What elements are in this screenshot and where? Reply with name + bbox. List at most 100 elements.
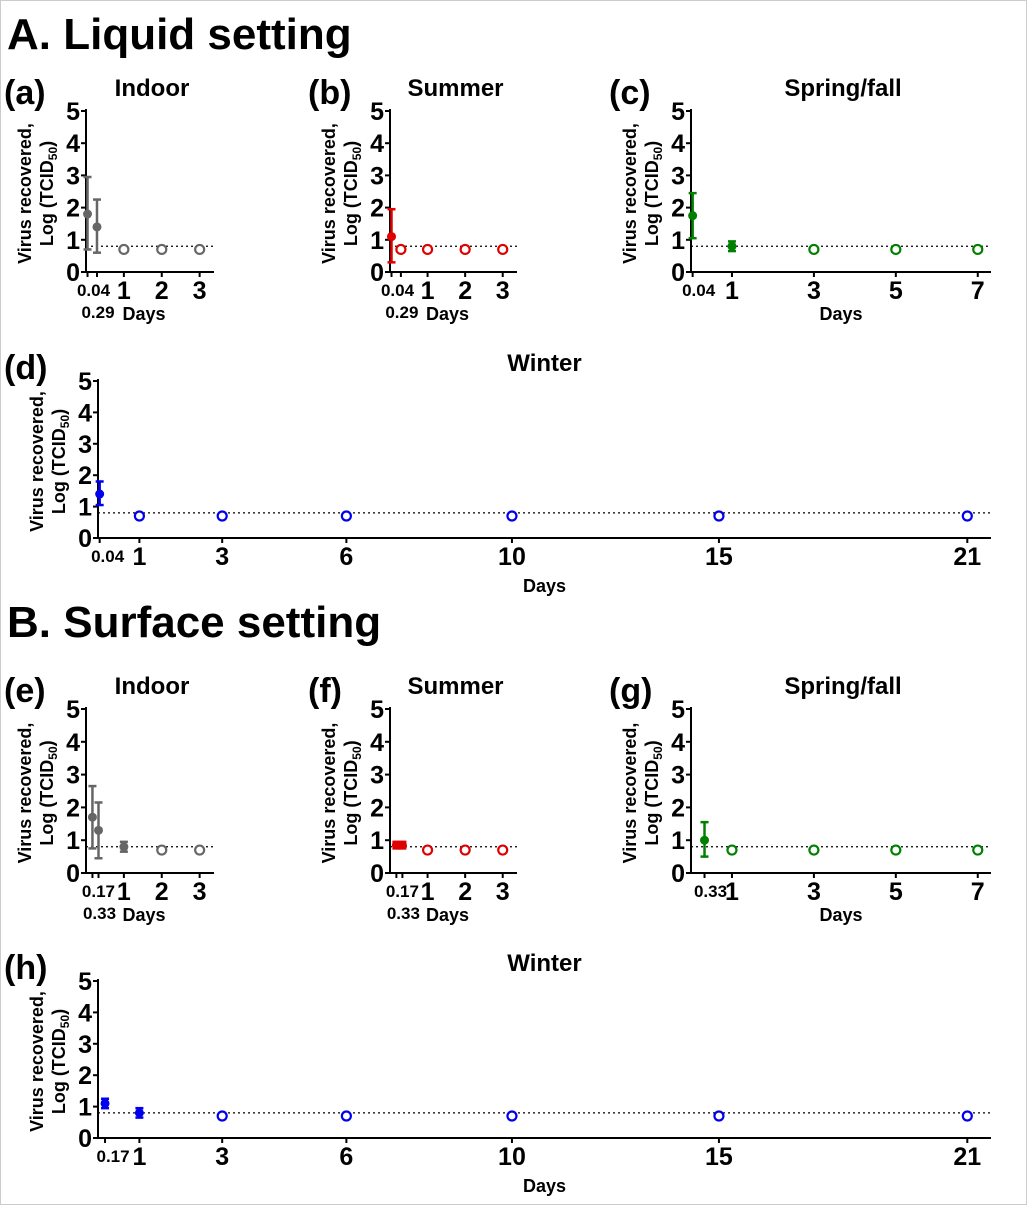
x-tick-label: 1 xyxy=(421,878,435,906)
y-axis-label-line1: Virus recovered, xyxy=(319,123,339,264)
x-tick-label: 21 xyxy=(953,1143,981,1171)
x-tick-label: 10 xyxy=(498,1143,526,1171)
data-point-below-limit xyxy=(133,510,145,522)
panel-c: (c) Spring/fall 0 1 2 3 4 5 0.04 1 3 5 7 Days Virus re… xyxy=(609,74,991,324)
y-axis-label: Virus recovered, Log (TCID50) xyxy=(620,123,665,264)
x-tick-label: 3 xyxy=(807,878,821,906)
data-point-below-limit xyxy=(713,510,725,522)
data-point-below-limit xyxy=(961,510,973,522)
panel-title: Winter xyxy=(507,350,581,377)
panel-letter: (f) xyxy=(308,672,342,710)
x-tick-label: 0.29 xyxy=(385,303,418,322)
x-tick-label: 3 xyxy=(193,878,207,906)
x-tick-label: 0.33 xyxy=(694,882,727,901)
panel-d: (d) Winter 0 1 2 3 4 5 0.04 1 3 6 10 15 21 Days Virus re… xyxy=(4,349,991,596)
y-axis-label-subscript: 50 xyxy=(651,746,665,760)
y-axis-label-line2: Log (TCID xyxy=(37,760,57,846)
data-point-below-limit xyxy=(156,844,168,856)
y-tick-label: 2 xyxy=(671,794,685,822)
panel-title: Summer xyxy=(407,75,503,102)
y-axis-label-line1: Virus recovered, xyxy=(319,723,339,864)
data-point-below-limit xyxy=(459,844,471,856)
y-axis-label-subscript: 50 xyxy=(350,746,364,760)
y-tick-label: 3 xyxy=(671,162,685,190)
panel-letter: (a) xyxy=(4,74,46,112)
y-tick-label: 0 xyxy=(78,1125,92,1153)
panel-letter: (g) xyxy=(609,672,652,710)
data-point-below-limit xyxy=(340,510,352,522)
data-point-detected xyxy=(700,835,710,845)
y-axis-label-end: ) xyxy=(37,740,57,746)
y-tick-label: 3 xyxy=(66,762,80,790)
x-axis-label: Days xyxy=(426,304,469,324)
y-axis-label-line1: Virus recovered, xyxy=(15,723,35,864)
data-point-detected xyxy=(95,489,105,499)
x-tick-label: 2 xyxy=(155,277,169,305)
x-tick-label: 2 xyxy=(458,878,472,906)
y-axis-label-line2: Log (TCID xyxy=(341,760,361,846)
x-axis-label: Days xyxy=(819,905,862,925)
y-tick-label: 5 xyxy=(78,368,92,396)
x-tick-label: 3 xyxy=(215,543,229,571)
y-tick-label: 3 xyxy=(78,431,92,459)
data-point-detected xyxy=(94,825,103,835)
data-point-detected xyxy=(119,842,129,852)
x-tick-label: 15 xyxy=(705,1143,733,1171)
x-tick-label: 0.29 xyxy=(81,303,114,322)
x-tick-label: 7 xyxy=(971,878,985,906)
x-tick-label: 3 xyxy=(496,878,510,906)
y-tick-label: 1 xyxy=(370,227,384,255)
x-tick-label: 5 xyxy=(889,277,903,305)
x-tick-label: 1 xyxy=(117,878,131,906)
x-tick-label: 3 xyxy=(496,277,510,305)
y-axis-label: Virus recovered, Log (TCID50) xyxy=(620,723,665,864)
section-title-surface: B. Surface setting xyxy=(7,598,381,647)
y-axis-label: Virus recovered, Log (TCID50) xyxy=(27,391,72,532)
y-axis-label-line2: Log (TCID xyxy=(341,160,361,246)
x-tick-label: 2 xyxy=(458,277,472,305)
data-point-below-limit xyxy=(506,510,518,522)
x-tick-label: 6 xyxy=(339,1143,353,1171)
x-tick-label: 2 xyxy=(155,878,169,906)
x-tick-label: 1 xyxy=(132,1143,146,1171)
y-axis-label-line1: Virus recovered, xyxy=(620,723,640,864)
y-tick-label: 4 xyxy=(78,999,92,1027)
y-tick-label: 4 xyxy=(671,130,685,158)
x-tick-label: 5 xyxy=(889,878,903,906)
data-point-below-limit xyxy=(194,844,206,856)
y-axis-label-subscript: 50 xyxy=(651,147,665,161)
x-axis-label: Days xyxy=(523,576,566,596)
y-tick-label: 0 xyxy=(671,259,685,287)
data-point-detected xyxy=(387,232,397,242)
y-tick-label: 1 xyxy=(78,1094,92,1122)
panel-letter: (b) xyxy=(308,74,351,112)
panel-letter: (d) xyxy=(4,349,47,387)
y-axis-label-subscript: 50 xyxy=(58,1015,72,1029)
y-axis-label-line1: Virus recovered, xyxy=(15,123,35,264)
y-tick-label: 4 xyxy=(66,130,80,158)
data-point-detected xyxy=(134,1108,144,1118)
data-point-below-limit xyxy=(395,243,407,256)
y-tick-label: 2 xyxy=(78,462,92,490)
y-axis-label-line1: Virus recovered, xyxy=(27,391,47,532)
y-tick-label: 1 xyxy=(78,494,92,522)
y-tick-label: 5 xyxy=(370,98,384,126)
y-tick-label: 1 xyxy=(671,827,685,855)
panel-title: Indoor xyxy=(115,75,190,102)
x-tick-label: 0.04 xyxy=(91,547,125,566)
y-tick-label: 3 xyxy=(370,762,384,790)
x-axis-label: Days xyxy=(819,304,862,324)
y-tick-label: 5 xyxy=(78,968,92,996)
y-tick-label: 5 xyxy=(671,696,685,724)
section-title-liquid: A. Liquid setting xyxy=(7,10,352,59)
data-point-below-limit xyxy=(972,844,984,856)
panel-title: Spring/fall xyxy=(784,75,901,102)
data-point-below-limit xyxy=(506,1110,518,1122)
data-point-below-limit xyxy=(156,243,168,256)
panel-letter: (c) xyxy=(609,74,651,112)
